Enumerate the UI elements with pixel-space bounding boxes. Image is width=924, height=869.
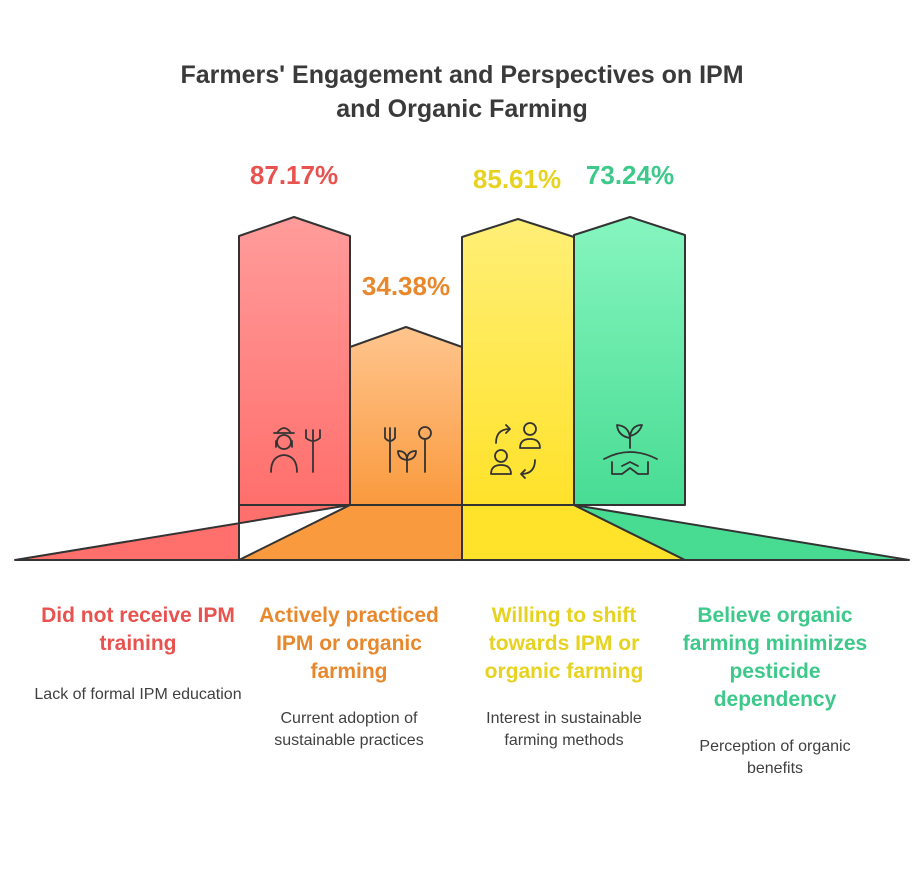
label-heading-4: Believe organic farming minimizes pestic… bbox=[682, 604, 868, 711]
bar-2-percent: 34.38% bbox=[361, 271, 451, 301]
label-column-3: Willing to shift towards IPM or organic … bbox=[459, 602, 669, 752]
title-line-1: Farmers' Engagement and Perspectives on … bbox=[180, 61, 744, 89]
label-description-1: Lack of formal IPM education bbox=[34, 686, 242, 703]
bar-3-percent: 85.61% bbox=[472, 164, 562, 194]
title-line-2: and Organic Farming bbox=[336, 95, 588, 123]
base-segment-4 bbox=[573, 504, 910, 561]
bar-3 bbox=[461, 218, 575, 506]
base-platform bbox=[14, 504, 910, 561]
label-description-2: Current adoption of sustainable practice… bbox=[274, 710, 424, 749]
handshake-sprout-icon bbox=[603, 424, 658, 475]
bar-4-percent: 73.24% bbox=[585, 160, 675, 190]
label-column-2: Actively practiced IPM or organic farmin… bbox=[244, 602, 454, 752]
label-description-4: Perception of organic benefits bbox=[699, 738, 851, 777]
people-exchange-icon bbox=[490, 422, 541, 479]
bar-4 bbox=[573, 216, 686, 506]
label-heading-2: Actively practiced IPM or organic farmin… bbox=[259, 604, 439, 683]
label-heading-1: Did not receive IPM training bbox=[41, 604, 235, 655]
label-column-4: Believe organic farming minimizes pestic… bbox=[670, 602, 880, 780]
label-column-1: Did not receive IPM training Lack of for… bbox=[33, 602, 243, 706]
bar-2 bbox=[349, 326, 463, 506]
label-heading-3: Willing to shift towards IPM or organic … bbox=[484, 604, 644, 683]
fork-plant-shovel-icon bbox=[384, 426, 432, 473]
page-title: Farmers' Engagement and Perspectives on … bbox=[0, 58, 924, 126]
bar-1 bbox=[238, 216, 351, 506]
label-description-3: Interest in sustainable farming methods bbox=[486, 710, 642, 749]
bar-1-percent: 87.17% bbox=[249, 160, 339, 190]
farmer-pitchfork-icon bbox=[270, 427, 321, 473]
